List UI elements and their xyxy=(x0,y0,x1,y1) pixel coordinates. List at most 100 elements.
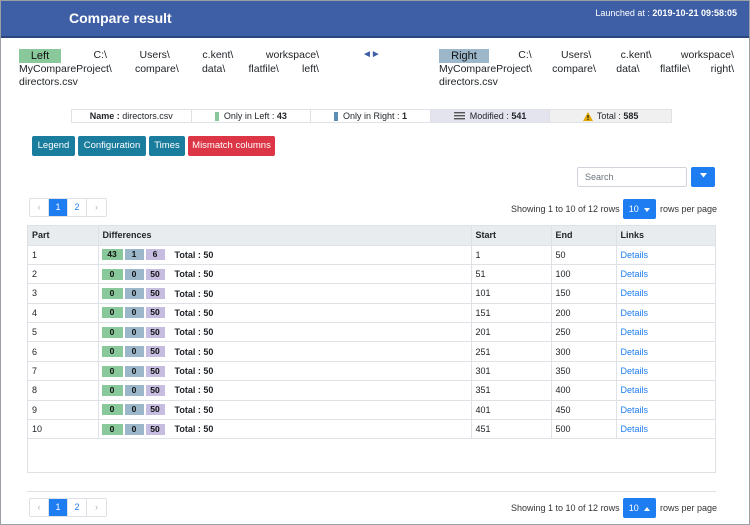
cell-links: Details xyxy=(616,245,715,265)
cell-end: 150 xyxy=(551,283,617,304)
row-total: Total : 50 xyxy=(175,250,214,260)
row-total-prefix: Total : xyxy=(174,327,204,338)
summary-modified: Modified : 541 xyxy=(430,110,551,122)
cell-end: 500 xyxy=(551,419,617,440)
table-row: 4 0 0 50 Total : 50 151 200 Details xyxy=(28,303,715,324)
summary-only-left-value: 43 xyxy=(276,111,287,121)
modified-count: 50 xyxy=(145,404,165,416)
cell-part: 4 xyxy=(28,303,99,324)
summary-modified-value: 541 xyxy=(511,111,527,121)
mismatch-columns-button[interactable]: Mismatch columns xyxy=(188,136,275,156)
table-row: 10 0 0 50 Total : 50 451 500 Details xyxy=(28,419,715,440)
modified-count: 50 xyxy=(145,365,165,377)
prev-page-button[interactable]: ‹ xyxy=(30,199,49,216)
cell-links: Details xyxy=(616,283,715,304)
modified-count: 50 xyxy=(145,384,165,396)
next-page-button[interactable]: › xyxy=(95,202,98,212)
only-left-count: 0 xyxy=(101,268,123,280)
details-link[interactable]: Details xyxy=(620,288,649,299)
left-path-seg: workspace\ xyxy=(265,49,319,61)
next-page-button[interactable]: › xyxy=(95,502,98,512)
only-left-count: 0 xyxy=(101,288,123,300)
showing-rows-text: Showing 1 to 10 of 12 rows xyxy=(511,204,620,214)
right-path-seg: c.kent\ xyxy=(620,49,652,61)
details-link[interactable]: Details xyxy=(620,404,649,415)
modified-count: 50 xyxy=(145,326,165,338)
summary-total-value: 585 xyxy=(623,111,639,121)
left-path-line-1: Left C:\ Users\ c.kent\ workspace\ xyxy=(19,49,319,63)
details-link[interactable]: Details xyxy=(620,307,649,318)
only-right-count: 0 xyxy=(124,307,144,319)
summary-total-label: Total : xyxy=(596,111,621,121)
right-tag: Right xyxy=(439,49,489,63)
only-left-count: 0 xyxy=(101,365,123,377)
left-path: Left C:\ Users\ c.kent\ workspace\ MyCom… xyxy=(19,49,319,89)
cell-part: 2 xyxy=(28,264,99,285)
page-1-button[interactable]: 1 xyxy=(49,199,68,216)
caret-down-icon xyxy=(699,173,707,178)
right-path-seg: data\ xyxy=(616,63,640,75)
cell-end: 100 xyxy=(551,264,617,285)
cell-part: 7 xyxy=(28,361,99,382)
column-header-end[interactable]: End xyxy=(551,226,617,246)
details-link[interactable]: Details xyxy=(620,249,649,260)
table-row: 3 0 0 50 Total : 50 101 150 Details xyxy=(28,283,715,304)
times-button[interactable]: Times xyxy=(149,136,185,156)
details-link[interactable]: Details xyxy=(620,269,649,280)
row-total-prefix: Total : xyxy=(174,404,204,415)
page-2-button[interactable]: 2 xyxy=(68,199,87,216)
only-right-count: 0 xyxy=(124,268,144,280)
right-path-seg: Users\ xyxy=(561,49,592,61)
cell-part: 8 xyxy=(28,380,99,401)
only-right-count: 1 xyxy=(124,249,144,261)
cell-part: 5 xyxy=(28,322,99,343)
cell-end: 400 xyxy=(551,380,617,401)
column-header-part[interactable]: Part xyxy=(28,226,99,246)
details-link[interactable]: Details xyxy=(620,327,649,338)
details-link[interactable]: Details xyxy=(620,424,649,435)
summary-only-right-value: 1 xyxy=(402,111,408,121)
page-2-button[interactable]: 2 xyxy=(68,499,87,516)
column-header-differences[interactable]: Differences xyxy=(98,226,472,246)
modified-count: 50 xyxy=(145,423,165,435)
legend-button[interactable]: Legend xyxy=(32,136,75,156)
search-input[interactable]: Search xyxy=(577,167,687,187)
column-header-start[interactable]: Start xyxy=(471,226,552,246)
details-link[interactable]: Details xyxy=(620,346,649,357)
cell-start: 151 xyxy=(471,303,552,324)
configuration-button[interactable]: Configuration xyxy=(78,136,146,156)
page-header: Compare result Launched at : 2019-10-21 … xyxy=(1,1,749,38)
cell-differences: 0 0 50 Total : 50 xyxy=(98,264,472,285)
only-left-count: 43 xyxy=(101,249,123,261)
launched-at: Launched at : 2019-10-21 09:58:05 xyxy=(595,8,737,18)
right-path: Right C:\ Users\ c.kent\ workspace\ MyCo… xyxy=(439,49,734,89)
details-link[interactable]: Details xyxy=(620,385,649,396)
cell-links: Details xyxy=(616,264,715,285)
page-1-button[interactable]: 1 xyxy=(49,499,68,516)
summary-name-label: Name : xyxy=(89,111,120,121)
row-total-value: 50 xyxy=(203,269,214,280)
only-right-count: 0 xyxy=(124,326,144,338)
row-total: Total : 50 xyxy=(175,308,214,318)
modified-count: 50 xyxy=(145,288,165,300)
rows-per-page-label: rows per page xyxy=(660,503,718,513)
right-path-seg: right\ xyxy=(710,63,734,75)
table-row: 5 0 0 50 Total : 50 201 250 Details xyxy=(28,322,715,343)
rows-per-page-select[interactable]: 10 xyxy=(623,498,656,518)
rows-per-page-select[interactable]: 10 xyxy=(623,199,656,219)
table-row: 2 0 0 50 Total : 50 51 100 Details xyxy=(28,264,715,285)
left-path-line-2: MyCompareProject\ compare\ data\ flatfil… xyxy=(19,63,319,76)
row-total-prefix: Total : xyxy=(174,307,204,318)
search-dropdown-button[interactable] xyxy=(691,167,715,187)
only-left-count: 0 xyxy=(101,326,123,338)
row-total-value: 50 xyxy=(203,288,214,299)
row-total-prefix: Total : xyxy=(174,269,204,280)
cell-start: 451 xyxy=(471,419,552,440)
details-link[interactable]: Details xyxy=(620,366,649,377)
swap-arrows-icon[interactable]: ◄► xyxy=(362,49,381,60)
cell-differences: 0 0 50 Total : 50 xyxy=(98,341,472,362)
column-header-links[interactable]: Links xyxy=(616,226,715,246)
cell-links: Details xyxy=(616,380,715,401)
prev-page-button[interactable]: ‹ xyxy=(30,499,49,516)
summary-name: Name : directors.csv xyxy=(72,110,192,122)
